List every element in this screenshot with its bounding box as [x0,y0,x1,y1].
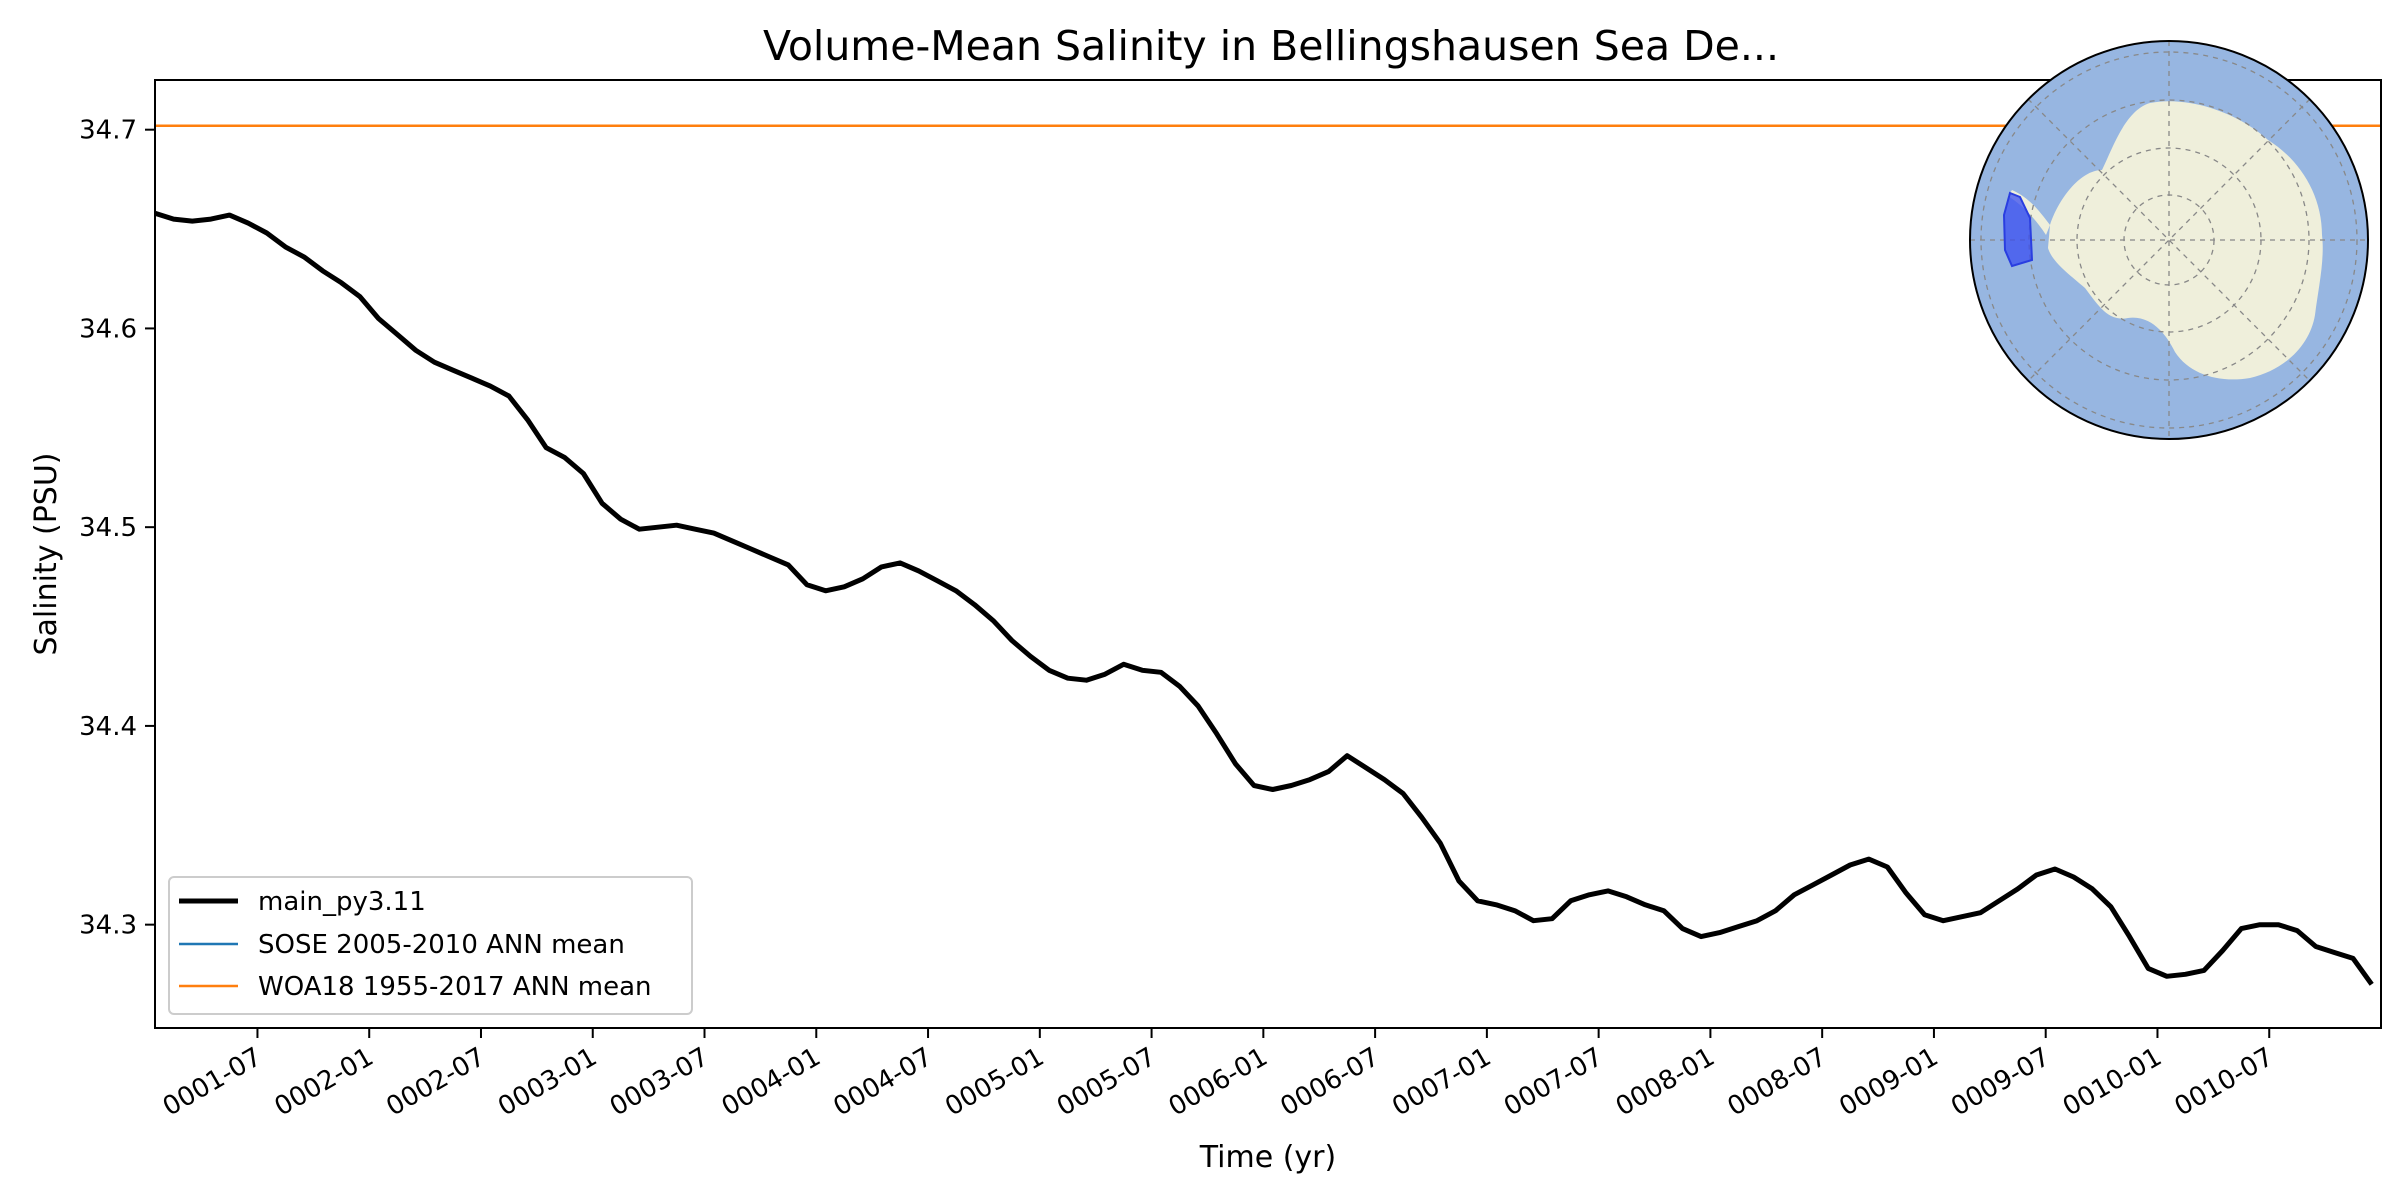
x-tick-label: 0002-01 [270,1042,379,1122]
legend-box [168,876,693,1015]
main-series-line [155,210,2374,986]
x-tick-label: 0010-07 [2170,1042,2279,1122]
x-axis-ticks: 0001-07 0002-01 0002-07 0003-01 0003-07 0004-… [158,1028,2279,1122]
antarctic-inset-map [1969,40,2369,440]
x-tick-label: 0004-01 [717,1042,826,1122]
x-tick-label: 0010-01 [2058,1042,2167,1122]
x-tick-label: 0009-01 [1834,1042,1943,1122]
antarctica-landmass [2048,101,2323,380]
x-tick-label: 0001-07 [158,1042,267,1122]
legend-label-sose: SOSE 2005-2010 ANN mean [258,930,625,960]
x-tick-label: 0009-07 [1946,1042,2055,1122]
x-tick-label: 0002-07 [381,1042,490,1122]
legend: main_py3.11 SOSE 2005-2010 ANN mean WOA1… [168,876,693,1015]
legend-label-main: main_py3.11 [258,887,426,917]
x-tick-label: 0008-07 [1723,1042,1832,1122]
y-tick-label: 34.5 [79,513,137,543]
x-tick-label: 0007-07 [1499,1042,1608,1122]
x-tick-label: 0006-07 [1276,1042,1385,1122]
x-tick-label: 0005-07 [1052,1042,1161,1122]
chart-title: Volume-Mean Salinity in Bellingshausen S… [763,22,1779,70]
y-tick-label: 34.6 [79,314,137,344]
y-tick-label: 34.4 [79,712,137,742]
y-tick-label: 34.7 [79,116,137,146]
x-tick-label: 0006-01 [1164,1042,1273,1122]
region-highlight [2002,191,2034,268]
x-tick-label: 0008-01 [1611,1042,1720,1122]
x-tick-label: 0003-01 [493,1042,602,1122]
legend-label-woa: WOA18 1955-2017 ANN mean [258,972,652,1002]
x-tick-label: 0003-07 [605,1042,714,1122]
plot-frame [154,79,2382,1029]
x-tick-label: 0004-07 [828,1042,937,1122]
y-tick-label: 34.3 [79,911,137,941]
x-tick-label: 0005-01 [940,1042,1049,1122]
x-axis-label: Time (yr) [1199,1140,1336,1175]
y-axis-ticks: 34.3 34.4 34.5 34.6 34.7 [79,116,155,941]
x-tick-label: 0007-01 [1387,1042,1496,1122]
y-axis-label: Salinity (PSU) [29,453,64,656]
